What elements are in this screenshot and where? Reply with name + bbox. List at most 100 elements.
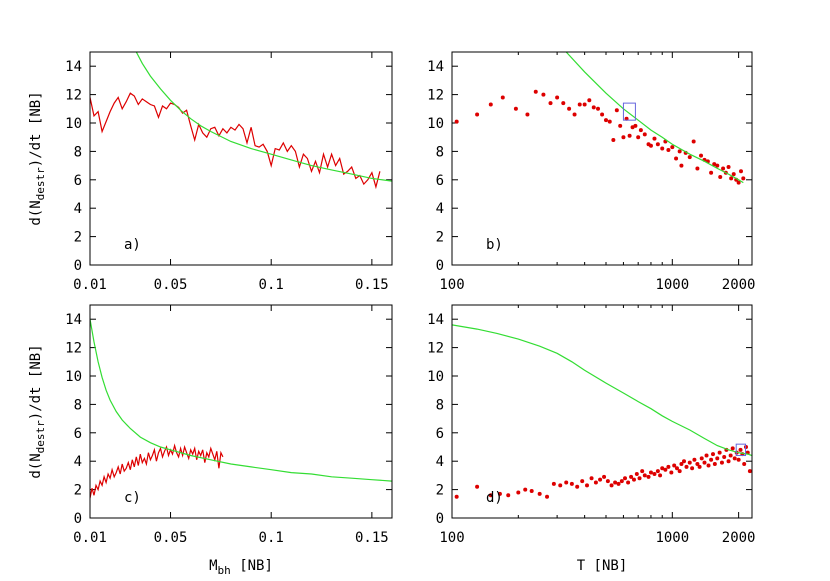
- series-line-c-0: [90, 443, 224, 499]
- xtick-label: 0.01: [73, 530, 107, 546]
- data-point: [674, 466, 679, 471]
- data-point: [721, 166, 726, 171]
- ytick-label: 0: [74, 258, 82, 274]
- data-point: [618, 123, 623, 128]
- data-point: [497, 491, 502, 496]
- xtick-label: 0.1: [259, 530, 284, 546]
- data-point: [621, 135, 626, 140]
- ytick-label: 12: [427, 341, 444, 357]
- ytick-label: 2: [74, 483, 82, 499]
- data-point: [533, 89, 538, 94]
- xtick-label: 0.01: [73, 277, 107, 293]
- data-point: [646, 474, 651, 479]
- data-point: [695, 462, 700, 467]
- xtick-label: 2000: [722, 530, 756, 546]
- data-point: [605, 479, 610, 484]
- data-point: [699, 153, 704, 158]
- ytick-label: 12: [427, 88, 444, 104]
- data-point: [731, 172, 736, 177]
- data-point: [475, 112, 480, 117]
- data-point: [718, 174, 723, 179]
- data-point: [692, 457, 697, 462]
- data-point: [655, 142, 660, 147]
- data-point: [572, 112, 577, 117]
- ytick-label: 14: [427, 312, 444, 328]
- data-point: [603, 118, 608, 123]
- data-point: [454, 119, 459, 124]
- data-point: [710, 452, 715, 457]
- ytick-label: 6: [436, 173, 444, 189]
- data-point: [611, 138, 616, 143]
- data-point: [567, 106, 572, 111]
- data-point: [715, 456, 720, 461]
- data-point: [666, 147, 671, 152]
- ytick-label: 8: [74, 397, 82, 413]
- ytick-label: 10: [427, 116, 444, 132]
- data-point: [666, 464, 671, 469]
- data-point: [541, 92, 546, 97]
- ytick-label: 10: [65, 369, 82, 385]
- series-line-a-0: [90, 92, 381, 190]
- data-point: [658, 473, 663, 478]
- data-point: [558, 483, 563, 488]
- panel-frame-b: [451, 51, 753, 266]
- data-point: [616, 481, 621, 486]
- series-line-c-1: [90, 319, 392, 482]
- ytick-label: 14: [65, 59, 82, 75]
- data-point: [555, 95, 560, 100]
- data-point: [561, 101, 566, 106]
- data-point: [506, 493, 511, 498]
- ytick-label: 10: [427, 369, 444, 385]
- data-point: [660, 146, 665, 151]
- data-point: [741, 176, 746, 181]
- data-point: [699, 456, 704, 461]
- panel-label-d: d): [486, 490, 503, 506]
- data-point: [637, 476, 642, 481]
- data-point: [638, 128, 643, 133]
- data-point: [577, 102, 582, 107]
- ytick-label: 0: [436, 511, 444, 527]
- data-point: [709, 170, 714, 175]
- data-point: [712, 162, 717, 167]
- plot-area-d: [452, 324, 752, 499]
- plot-area-c: [90, 319, 392, 499]
- data-point: [660, 466, 665, 471]
- data-point: [642, 132, 647, 137]
- ytick-label: 12: [65, 341, 82, 357]
- data-point: [695, 166, 700, 171]
- ytick-label: 12: [65, 88, 82, 104]
- panel-label-c: c): [124, 490, 141, 506]
- ytick-label: 14: [427, 59, 444, 75]
- ytick-label: 2: [74, 230, 82, 246]
- data-point: [551, 481, 556, 486]
- data-point: [627, 133, 632, 138]
- data-point: [636, 135, 641, 140]
- data-point: [742, 462, 747, 467]
- xtick-label: 1000: [655, 277, 689, 293]
- xtick-label: 0.15: [355, 277, 389, 293]
- panel-b: 0 2 4 6 8 10 12 14 100 1000 2000 b): [427, 51, 755, 293]
- xtick-label: 1000: [655, 530, 689, 546]
- panel-d: 0 2 4 6 8 10 12 14 100 1000 2000 d): [427, 304, 756, 546]
- data-point: [674, 156, 679, 161]
- data-point: [529, 489, 534, 494]
- data-point: [600, 112, 605, 117]
- data-point: [747, 469, 752, 474]
- data-point: [691, 139, 696, 144]
- data-point: [582, 102, 587, 107]
- panel-c: 0 2 4 6 8 10 12 14 0.01 0.05 0.1 0.15 c): [65, 304, 393, 546]
- data-point: [728, 453, 733, 458]
- data-point: [634, 471, 639, 476]
- xtick-label: 0.05: [154, 277, 188, 293]
- ytick-label: 4: [74, 454, 82, 470]
- data-point: [575, 484, 580, 489]
- ylabel-c: d(Ndestr)/dt [NB]: [28, 344, 47, 478]
- data-point: [545, 494, 550, 499]
- data-point: [670, 145, 675, 150]
- data-point: [525, 112, 530, 117]
- data-point: [629, 474, 634, 479]
- xtick-label: 0.05: [154, 530, 188, 546]
- data-point: [587, 98, 592, 103]
- data-point: [687, 155, 692, 160]
- data-point: [679, 163, 684, 168]
